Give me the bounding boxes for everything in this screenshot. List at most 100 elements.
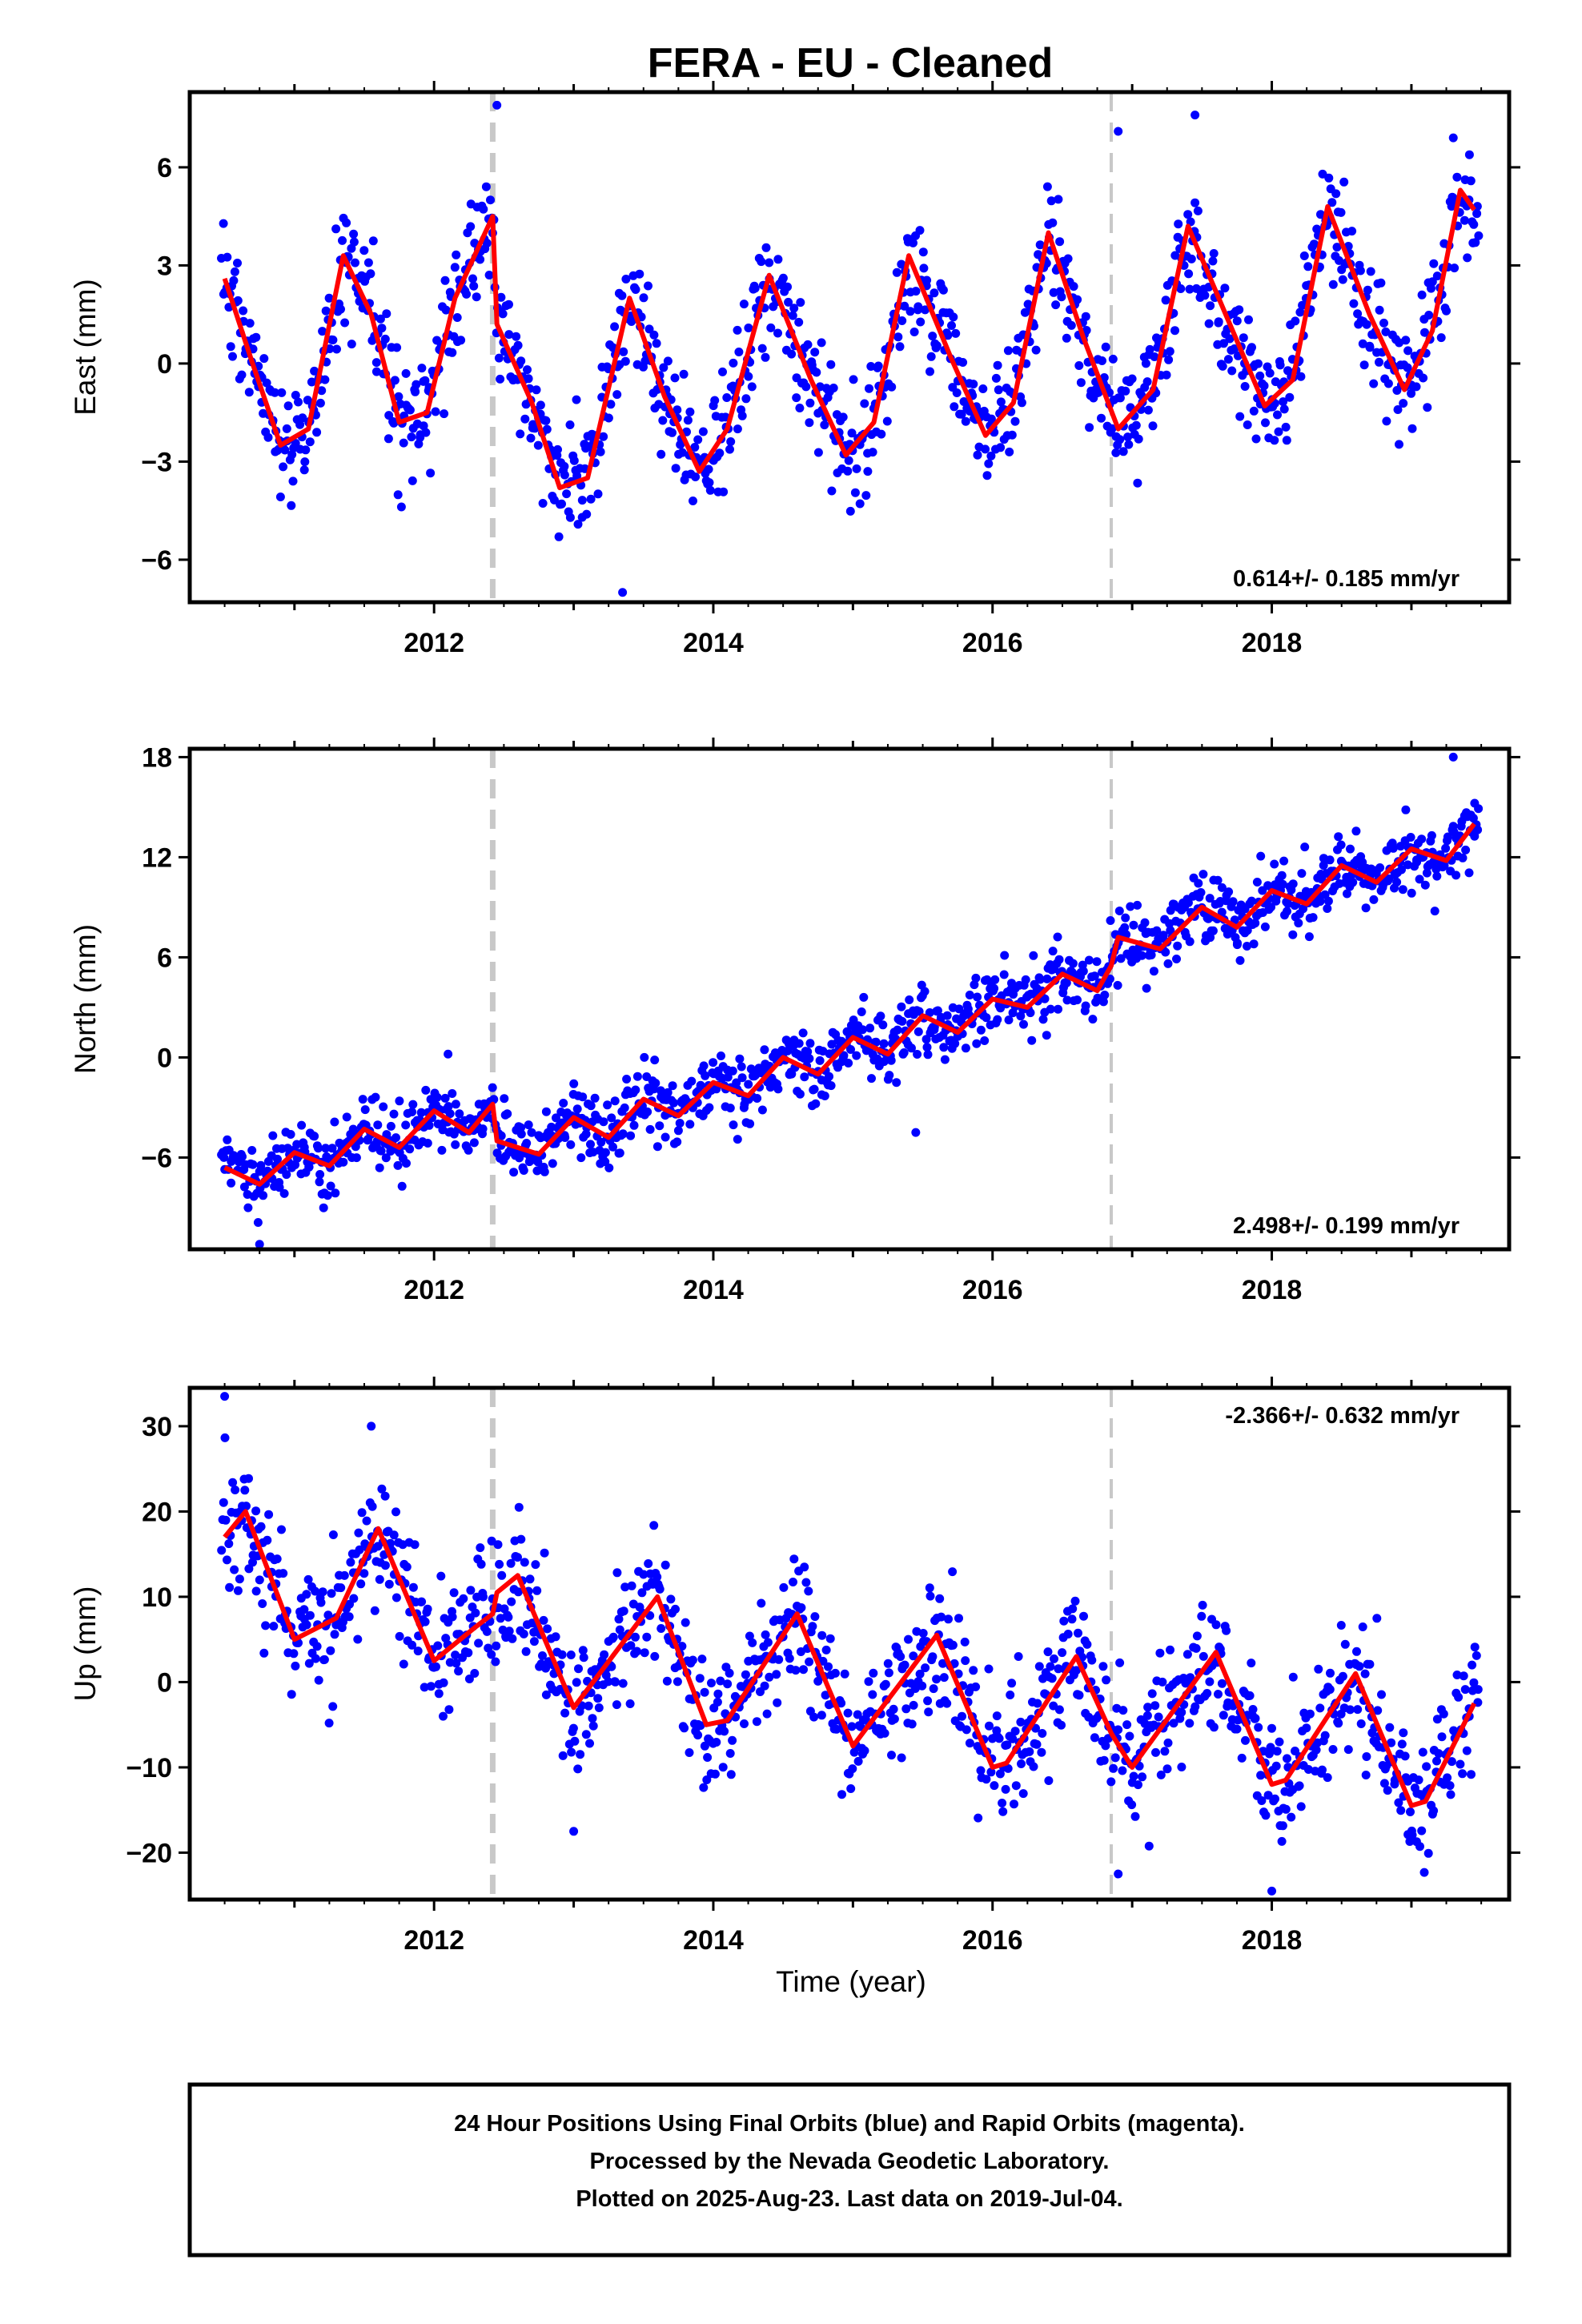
north-data-point [1252, 878, 1262, 887]
up-data-point [1459, 1671, 1468, 1681]
east-data-point [448, 348, 457, 357]
north-data-point [342, 1112, 351, 1122]
east-data-point [820, 420, 829, 430]
north-data-point [950, 1039, 960, 1048]
east-data-point [401, 368, 411, 378]
north-data-point [1142, 983, 1151, 993]
east-data-point [1230, 344, 1239, 353]
up-data-point [1127, 1800, 1137, 1810]
up-data-point [434, 1689, 444, 1699]
east-data-point [1331, 189, 1341, 199]
up-data-point [697, 1655, 707, 1664]
east-data-point [1219, 339, 1228, 348]
up-data-point [1275, 1737, 1284, 1747]
up-data-point [1326, 1668, 1335, 1678]
north-data-point [1054, 955, 1064, 964]
east-data-point [1121, 386, 1130, 396]
east-data-point [909, 328, 919, 336]
east-data-point [300, 457, 310, 467]
east-data-point [1183, 210, 1193, 219]
north-data-point [1081, 1001, 1090, 1011]
north-data-point [590, 1093, 600, 1103]
up-data-point [813, 1676, 823, 1686]
up-data-point [1071, 1666, 1081, 1675]
east-data-point [1232, 316, 1242, 326]
up-data-point [444, 1705, 454, 1715]
east-data-point [795, 404, 805, 412]
north-data-point [626, 1131, 636, 1140]
up-data-point [519, 1629, 528, 1638]
up-data-point [221, 1515, 231, 1525]
north-data-point [1106, 916, 1115, 925]
north-data-point [243, 1203, 253, 1212]
up-y-tick-label: −10 [126, 1753, 172, 1783]
east-data-point [1296, 372, 1306, 381]
east-data-point [1042, 182, 1052, 191]
east-data-point [520, 414, 530, 424]
east-data-point [1463, 253, 1472, 263]
east-data-point [926, 352, 936, 361]
up-data-point [1318, 1765, 1327, 1775]
east-data-point [827, 486, 837, 496]
north-data-point [1019, 1019, 1028, 1029]
north-data-point [1348, 878, 1358, 887]
north-data-point [522, 1139, 532, 1148]
up-data-point [399, 1659, 408, 1669]
up-data-point [584, 1701, 593, 1711]
up-data-point [269, 1622, 279, 1631]
east-data-point [1054, 195, 1063, 204]
up-data-point [1263, 1791, 1273, 1800]
up-data-point [1003, 1763, 1013, 1773]
east-model-curve [222, 187, 1476, 491]
up-data-point [375, 1574, 384, 1584]
north-data-point [322, 1152, 331, 1161]
east-data-point [533, 440, 543, 450]
east-data-point [245, 319, 255, 328]
east-data-point [1274, 427, 1283, 436]
up-data-point [817, 1711, 826, 1720]
east-data-point [897, 316, 907, 325]
east-data-point [757, 257, 766, 267]
up-data-point [713, 1689, 723, 1699]
east-data-point [320, 375, 330, 384]
up-data-point [935, 1594, 945, 1603]
up-data-point [1191, 1643, 1201, 1653]
east-data-point [612, 390, 622, 400]
east-data-point [394, 392, 404, 401]
up-data-point [937, 1612, 946, 1622]
east-data-point [916, 317, 926, 327]
north-panel: 2012 2014 2016 2018 −6 0 6 12 18 North (mm) 2.498+… [69, 738, 1520, 1305]
east-data-point [1281, 422, 1291, 432]
east-data-point [865, 384, 873, 393]
up-data-point [924, 1707, 934, 1717]
up-data-point [779, 1582, 789, 1592]
east-y-axis-label: East (mm) [69, 279, 102, 416]
up-data-point [926, 1591, 935, 1601]
up-data-point [849, 1747, 859, 1757]
up-data-point [391, 1507, 400, 1517]
up-data-point [1219, 1711, 1228, 1720]
east-points [217, 100, 1484, 597]
north-data-point [599, 1117, 608, 1127]
up-data-point [504, 1626, 514, 1636]
north-data-point [604, 1163, 614, 1172]
up-data-point [395, 1631, 404, 1641]
east-data-point [1069, 282, 1078, 292]
east-data-point [949, 312, 958, 322]
north-data-point [1343, 889, 1351, 899]
up-data-point [805, 1657, 814, 1667]
east-data-point [1285, 392, 1295, 402]
east-data-point [237, 370, 247, 380]
east-data-point [1170, 251, 1180, 260]
north-data-point [239, 1182, 249, 1192]
up-data-point [725, 1668, 734, 1678]
north-data-point [478, 1124, 488, 1134]
north-data-point [509, 1168, 519, 1177]
up-data-point [1197, 1611, 1207, 1621]
north-data-point [1000, 951, 1010, 960]
up-data-point [576, 1750, 585, 1759]
east-data-point [737, 411, 747, 420]
up-data-point [640, 1648, 649, 1658]
east-data-point [1114, 127, 1123, 136]
east-data-point [586, 494, 596, 504]
